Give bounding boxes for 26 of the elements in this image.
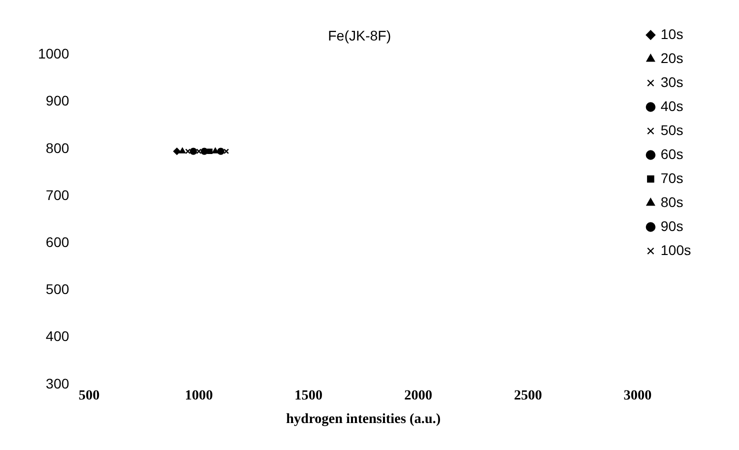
legend-label: 100s [660, 242, 691, 258]
legend-label: 70s [660, 170, 684, 186]
x-tick-label: 2000 [404, 388, 432, 404]
x-tick-label: 3000 [624, 388, 652, 404]
y-tick-label: 900 [46, 92, 70, 109]
y-tick-label: 600 [46, 234, 70, 250]
legend-label: 40s [660, 98, 684, 114]
x-tick-label: 500 [78, 388, 100, 404]
y-tick-label: 500 [46, 281, 70, 298]
legend-label: 50s [660, 122, 684, 138]
x-tick-label: 1500 [294, 388, 323, 404]
legend-label: 20s [660, 50, 684, 66]
chart-title: Fe(JK-8F) [328, 27, 391, 44]
y-tick-label: 400 [46, 328, 70, 344]
y-tick-label: 1000 [38, 46, 70, 62]
legend-label: 90s [660, 218, 684, 234]
y-tick-label: 800 [46, 140, 70, 156]
legend-label: 10s [660, 26, 684, 42]
x-tick-label: 1000 [184, 388, 213, 404]
x-axis-title: hydrogen intensities (a.u.) [286, 412, 441, 428]
legend-label: 80s [660, 194, 684, 210]
x-tick-label: 2500 [514, 388, 542, 404]
legend-label: 60s [660, 146, 684, 162]
legend-label: 30s [660, 74, 684, 90]
y-tick-label: 300 [46, 375, 70, 392]
y-tick-label: 700 [46, 186, 70, 203]
